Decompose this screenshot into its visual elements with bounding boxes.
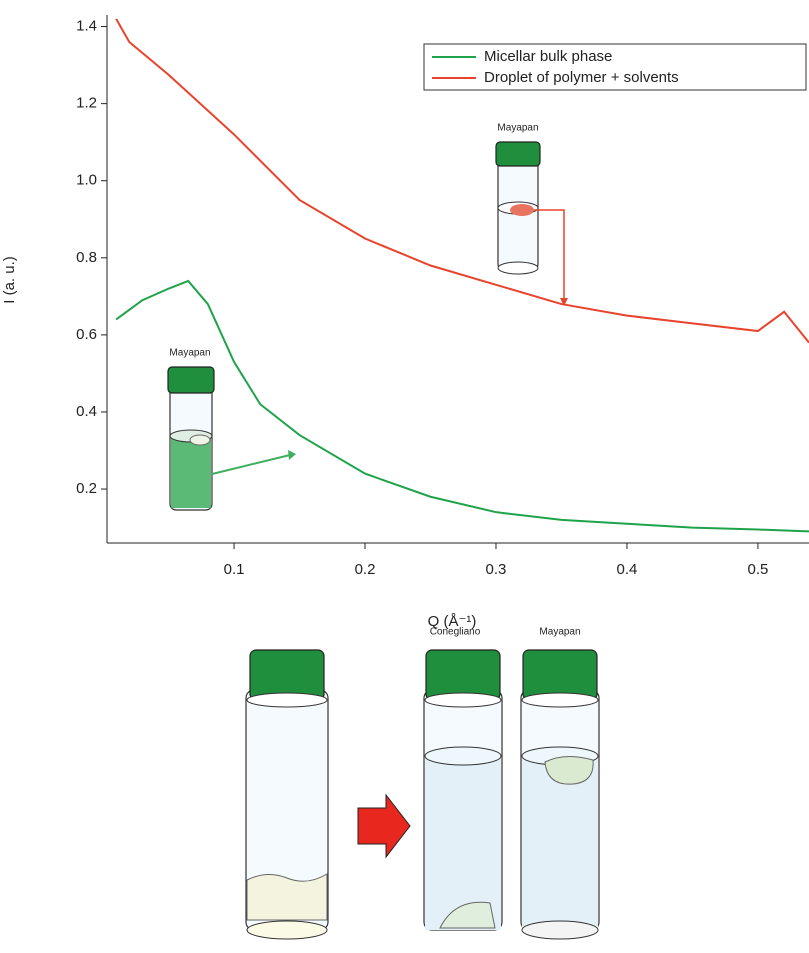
legend: Micellar bulk phase Droplet of polymer + …: [432, 48, 679, 86]
y-tick-label: 0.8: [76, 249, 97, 266]
annotation: Conegliano: [430, 627, 481, 638]
x-tick-label: 0.5: [747, 561, 768, 578]
legend-box: [423, 43, 807, 91]
annotation: Mayapan: [497, 123, 538, 134]
plot-area: 0.2 0.4 0.6 0.8 1.0 1.2 1.4 0.1 0.2 0.3 0.4 0.5: [76, 15, 809, 578]
vial-mayapan: Mayapan: [520, 627, 600, 940]
arrow: [357, 793, 411, 859]
data-line: [115, 279, 809, 533]
y-axis-label: I (a. u.): [1, 256, 18, 304]
legend-label: Droplet of polymer + solvents: [484, 69, 679, 86]
vial-before: [245, 649, 329, 940]
y-tick-label: 1.2: [76, 95, 97, 112]
x-tick-label: 0.3: [486, 561, 507, 578]
y-tick-label: 0.2: [76, 480, 97, 497]
y-tick-label: 0.6: [76, 326, 97, 343]
x-tick-label: 0.2: [355, 561, 376, 578]
vial-inset-red: Mayapan: [495, 123, 568, 306]
x-tick-label: 0.4: [617, 561, 638, 578]
annotation: Mayapan: [539, 627, 580, 638]
x-tick-label: 0.1: [224, 561, 245, 578]
legend-label: Micellar bulk phase: [484, 48, 612, 65]
x-axis-label: Q (Å⁻¹): [428, 613, 477, 630]
data-line: [115, 18, 809, 344]
y-tick-label: 0.4: [76, 403, 97, 420]
y-tick-label: 1.4: [76, 18, 97, 35]
y-tick-label: 1.0: [76, 172, 97, 189]
annotation: Mayapan: [169, 348, 210, 359]
vial-inset-green: Mayapan: [167, 348, 296, 511]
vial-conegliano: Conegliano: [423, 627, 503, 931]
